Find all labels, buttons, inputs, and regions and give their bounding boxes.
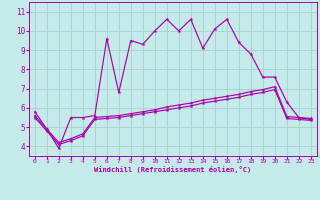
X-axis label: Windchill (Refroidissement éolien,°C): Windchill (Refroidissement éolien,°C) xyxy=(94,166,252,173)
